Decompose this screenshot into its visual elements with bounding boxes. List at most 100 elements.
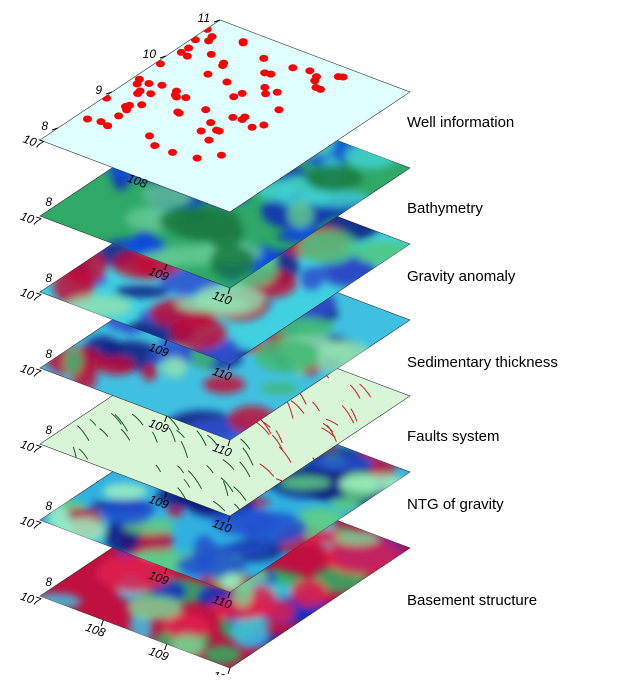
blob (301, 191, 371, 207)
blob (305, 165, 363, 191)
lon-tick-label: 110 (211, 668, 234, 675)
lon-tick-label: 107 (19, 209, 44, 229)
well (260, 69, 269, 76)
well (156, 60, 165, 67)
well (273, 89, 282, 96)
lat-tick-label: 10 (143, 47, 157, 61)
blob (291, 579, 328, 606)
well (184, 45, 193, 52)
page: 8107108109110810710911081071091108107109… (0, 0, 629, 675)
well (133, 81, 142, 88)
well (207, 51, 216, 58)
well (204, 137, 213, 144)
well (261, 90, 270, 97)
blob (239, 512, 307, 544)
lon-tick-label: 107 (19, 285, 44, 305)
lat-tick-label: 8 (41, 119, 48, 133)
layer-labels: Well information Bathymetry Gravity anomal… (407, 114, 558, 609)
well (144, 80, 153, 87)
well (102, 95, 111, 102)
lon-tick-label: 107 (19, 437, 44, 457)
lat-tick-label: 8 (45, 195, 52, 209)
well (197, 127, 206, 134)
well (238, 90, 247, 97)
well (191, 36, 200, 43)
well (248, 124, 257, 131)
well (201, 106, 210, 113)
well (222, 79, 231, 86)
blob (308, 456, 375, 471)
well (240, 113, 249, 120)
well (260, 84, 269, 91)
well (229, 93, 238, 100)
blob (97, 356, 135, 375)
layer-stack: 8107108109110810710911081071091108107109… (19, 11, 416, 675)
well (137, 101, 146, 108)
figure: 8107108109110810710911081071091108107109… (0, 0, 629, 675)
well (334, 73, 343, 80)
lat-tick-label: 9 (95, 83, 102, 97)
blob (312, 341, 372, 374)
well (274, 106, 283, 113)
blob (141, 365, 157, 381)
well (168, 149, 177, 156)
layer-label: Sedimentary thickness (407, 354, 558, 371)
blob (66, 296, 131, 318)
layer-label: Bathymetry (407, 200, 483, 217)
well (83, 115, 92, 122)
blob (65, 349, 83, 375)
well (206, 119, 215, 126)
well (122, 106, 131, 113)
well (219, 60, 228, 67)
lon-tick-label: 107 (19, 513, 44, 533)
well (305, 67, 314, 74)
well (193, 155, 202, 162)
well (316, 86, 325, 93)
well (150, 142, 159, 149)
blob (170, 634, 204, 659)
well (181, 94, 190, 101)
lat-tick-label: 8 (45, 347, 52, 361)
blob (288, 201, 313, 228)
well (133, 90, 142, 97)
blob (204, 645, 242, 665)
well (208, 33, 217, 40)
blob (311, 190, 328, 204)
blob (193, 535, 217, 572)
lat-tick-label: 11 (198, 11, 210, 25)
layer-label: Gravity anomaly (407, 268, 516, 285)
lat-tick-label: 8 (45, 499, 52, 513)
well (212, 127, 221, 134)
well (228, 114, 237, 121)
layer-label: Well information (407, 114, 514, 131)
well (259, 55, 268, 62)
lon-tick-label: 107 (19, 361, 44, 381)
blob (115, 286, 169, 299)
well (183, 53, 192, 60)
blob (339, 474, 412, 492)
lat-tick-label: 8 (45, 271, 52, 285)
well (259, 122, 268, 129)
lon-tick-label: 109 (147, 644, 171, 664)
well (312, 73, 321, 80)
well (157, 82, 166, 89)
blob (101, 497, 154, 525)
blob (209, 245, 255, 279)
blob (334, 530, 379, 545)
blob (103, 483, 148, 499)
blob (333, 498, 360, 511)
layer-label: Faults system (407, 428, 500, 445)
blob (167, 507, 183, 517)
lat-tick-label: 8 (45, 575, 52, 589)
lon-tick-label: 107 (21, 132, 46, 152)
well (171, 91, 180, 98)
lat-tick-label: 8 (45, 423, 52, 437)
blob (63, 248, 107, 286)
well (96, 118, 105, 125)
lon-tick-label: 107 (19, 589, 44, 609)
blob (127, 596, 183, 621)
blob (255, 339, 319, 373)
well (146, 90, 155, 97)
well (114, 112, 123, 119)
well (203, 71, 212, 78)
